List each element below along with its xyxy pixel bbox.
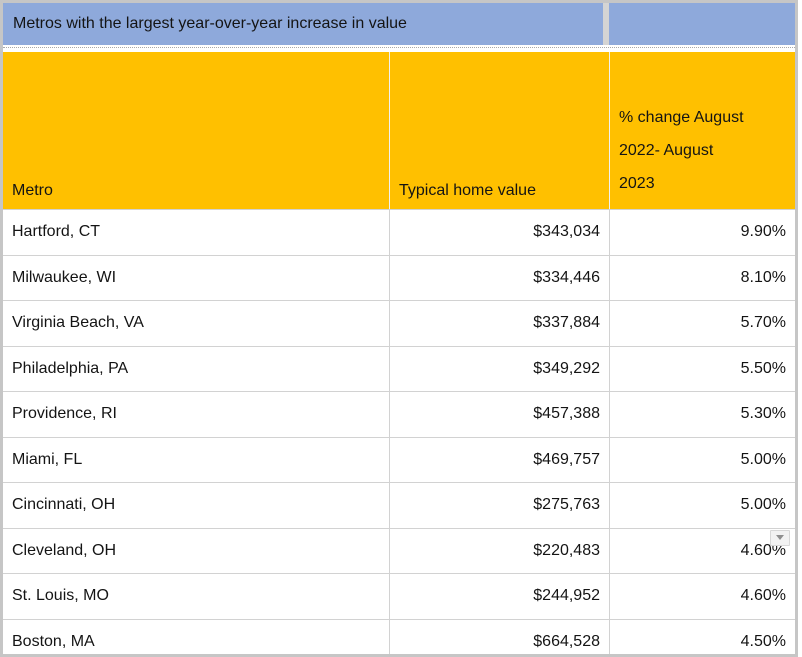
column-header-percent-change: % change August 2022- August 2023 [609, 52, 795, 209]
home-value-cell: $275,763 [389, 483, 609, 528]
table-row: Philadelphia, PA $349,292 5.50% [3, 345, 795, 391]
metro-cell: Hartford, CT [12, 223, 101, 241]
home-value-cell: $334,446 [389, 255, 609, 300]
percent-change-cell: 4.60% [609, 574, 795, 619]
column-header-metro: Metro [12, 182, 53, 199]
home-value-cell: $220,483 [389, 528, 609, 573]
table-row: Virginia Beach, VA $337,884 5.70% [3, 300, 795, 346]
metro-cell: St. Louis, MO [12, 587, 109, 605]
column-header-row: Metro Typical home value % change August… [3, 52, 795, 209]
percent-change-cell: 9.90% [609, 210, 795, 255]
metro-cell: Providence, RI [12, 405, 117, 423]
metro-cell: Cincinnati, OH [12, 496, 116, 514]
home-value-cell: $343,034 [389, 210, 609, 255]
home-value-cell: $457,388 [389, 392, 609, 437]
percent-change-cell: 4.60% [609, 528, 795, 573]
table-row: Boston, MA $664,528 4.50% [3, 618, 795, 654]
metro-cell: Milwaukee, WI [12, 268, 117, 286]
table-row: Miami, FL $469,757 5.00% [3, 436, 795, 482]
title-row: Metros with the largest year-over-year i… [3, 3, 795, 45]
home-value-cell: $664,528 [389, 619, 609, 654]
metro-cell: Cleveland, OH [12, 541, 117, 559]
dropdown-arrow-icon[interactable] [770, 529, 790, 546]
metro-cell: Miami, FL [12, 450, 83, 468]
home-value-cell: $244,952 [389, 574, 609, 619]
percent-change-cell: 5.00% [609, 483, 795, 528]
percent-change-cell: 5.30% [609, 392, 795, 437]
title-cell-divider [603, 3, 609, 45]
table-title: Metros with the largest year-over-year i… [3, 3, 603, 45]
column-header-percent-change-label: % change August 2022- August 2023 [619, 109, 744, 192]
table-row: Cincinnati, OH $275,763 5.00% [3, 482, 795, 528]
percent-change-cell: 4.50% [609, 619, 795, 654]
table-row: Cleveland, OH $220,483 4.60% [3, 527, 795, 573]
percent-change-cell: 5.00% [609, 437, 795, 482]
metro-cell: Virginia Beach, VA [12, 314, 144, 332]
home-value-cell: $349,292 [389, 346, 609, 391]
table-row: St. Louis, MO $244,952 4.60% [3, 573, 795, 619]
title-empty-cell [609, 3, 795, 45]
percent-change-cell: 8.10% [609, 255, 795, 300]
home-value-cell: $469,757 [389, 437, 609, 482]
dotted-separator [3, 45, 795, 52]
table-row: Hartford, CT $343,034 9.90% [3, 209, 795, 255]
percent-change-cell: 5.70% [609, 301, 795, 346]
table-row: Providence, RI $457,388 5.30% [3, 391, 795, 437]
home-value-cell: $337,884 [389, 301, 609, 346]
metro-cell: Boston, MA [12, 632, 95, 650]
metro-cell: Philadelphia, PA [12, 359, 129, 377]
table-row: Milwaukee, WI $334,446 8.10% [3, 254, 795, 300]
column-header-typical-home-value: Typical home value [389, 52, 609, 209]
percent-change-cell: 5.50% [609, 346, 795, 391]
